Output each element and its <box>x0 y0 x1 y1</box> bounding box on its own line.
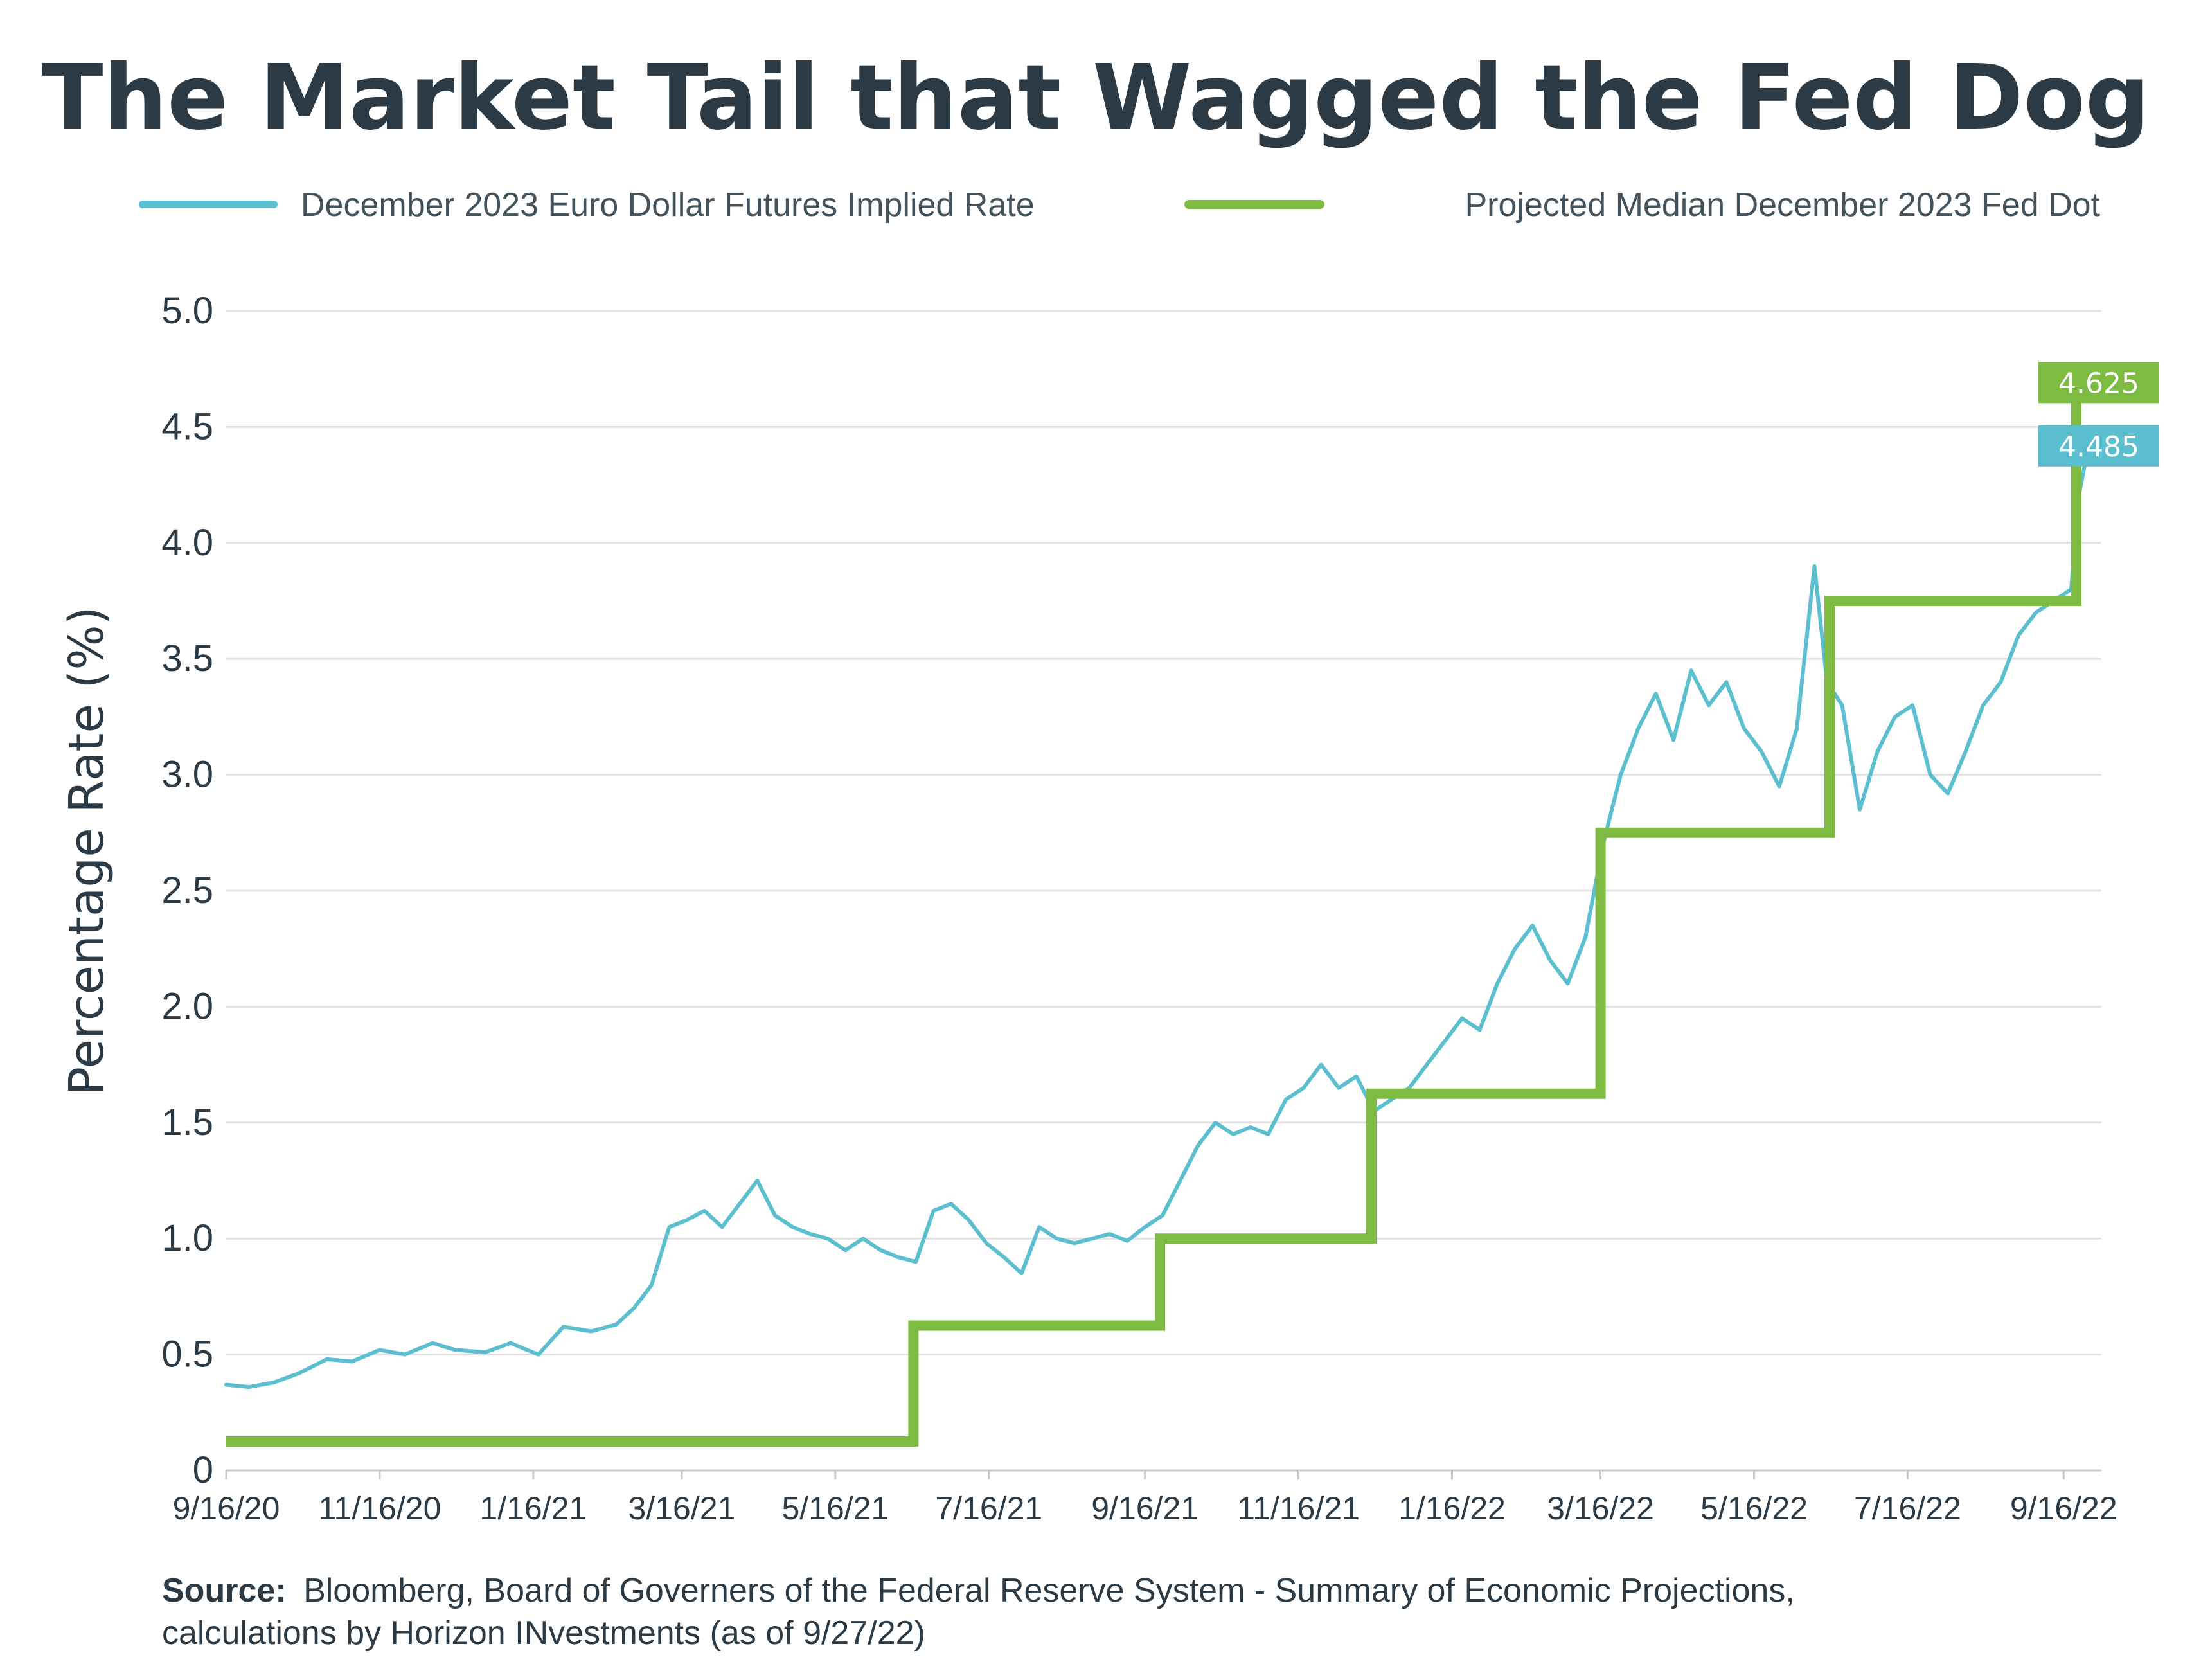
end-label-box <box>2038 425 2159 467</box>
fed-dot-series-line <box>226 398 2081 1447</box>
y-tick-label: 2.0 <box>161 985 213 1027</box>
end-labels: 4.485 4.625 <box>2038 362 2159 467</box>
x-tick-label: 9/16/20 <box>173 1490 280 1526</box>
legend: December 2023 Euro Dollar Futures Implie… <box>139 186 2101 224</box>
source-text-1: Bloomberg, Board of Governers of the Fed… <box>303 1572 1795 1609</box>
y-tick-label: 1.0 <box>161 1217 213 1259</box>
plot-area <box>224 398 2094 1447</box>
y-tick-label: 5.0 <box>161 290 213 332</box>
source-line-2: calculations by Horizon INvestments (as … <box>162 1614 925 1652</box>
x-tick-label: 1/16/22 <box>1398 1490 1506 1526</box>
y-tick-label: 4.5 <box>161 406 213 447</box>
y-axis: 0 0.5 1.0 1.5 2.0 2.5 3.0 3.5 4.0 4.5 5.0 <box>161 290 213 1491</box>
x-tick-label: 7/16/21 <box>935 1490 1042 1526</box>
source-label: Source: <box>162 1572 287 1609</box>
y-tick-label: 3.5 <box>161 638 213 679</box>
x-tick-label: 3/16/22 <box>1547 1490 1654 1526</box>
y-tick-label: 0.5 <box>161 1334 213 1375</box>
x-tick-label: 11/16/21 <box>1237 1490 1360 1526</box>
x-tick-label: 5/16/21 <box>781 1490 889 1526</box>
x-tick-label: 5/16/22 <box>1700 1490 1808 1526</box>
y-tick-label: 1.5 <box>161 1102 213 1143</box>
x-tick-label: 3/16/21 <box>628 1490 736 1526</box>
end-label: 4.485 <box>2058 431 2139 463</box>
x-tick-label: 9/16/21 <box>1091 1490 1198 1526</box>
y-tick-label: 2.5 <box>161 870 213 911</box>
legend-label-futures: December 2023 Euro Dollar Futures Implie… <box>301 186 1035 224</box>
futures-series-line <box>224 428 2094 1390</box>
y-tick-label: 4.0 <box>161 522 213 564</box>
source-line-1: Source: Bloomberg, Board of Governers of… <box>162 1572 1795 1609</box>
x-tick-label: 1/16/21 <box>479 1490 587 1526</box>
chart-title: The Market Tail that Wagged the Fed Dog <box>42 46 2150 150</box>
end-label-box <box>2038 362 2159 404</box>
y-tick-label: 0 <box>193 1449 213 1491</box>
source-note: Source: Bloomberg, Board of Governers of… <box>162 1572 1795 1652</box>
x-tick-label: 7/16/22 <box>1854 1490 1961 1526</box>
x-axis: 9/16/20 11/16/20 1/16/21 3/16/21 5/16/21 7/16… <box>173 1469 2117 1526</box>
x-tick-label: 9/16/22 <box>2010 1490 2117 1526</box>
y-axis-label: Percentage Rate (%) <box>59 606 114 1095</box>
end-label: 4.625 <box>2058 367 2139 400</box>
legend-label-fed-dot: Projected Median December 2023 Fed Dot <box>1465 186 2100 224</box>
y-tick-label: 3.0 <box>161 754 213 796</box>
x-tick-label: 11/16/20 <box>318 1490 441 1526</box>
